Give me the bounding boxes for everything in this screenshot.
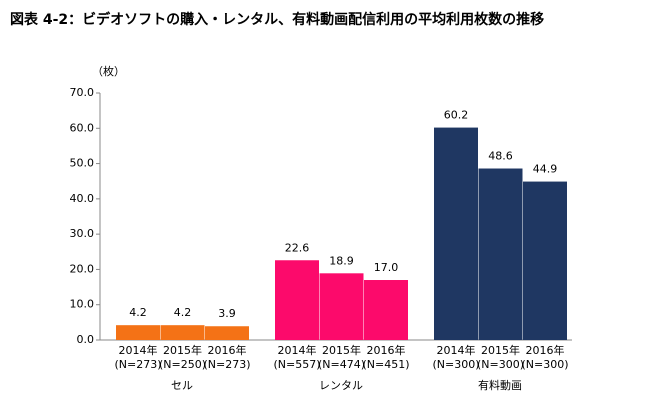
group-label: セル <box>171 379 193 392</box>
y-tick-label: 40.0 <box>70 192 95 205</box>
y-unit: （枚） <box>92 64 125 78</box>
x-tick-label: 2016年 <box>526 343 565 357</box>
bar <box>205 326 249 340</box>
chart-title: 図表 4-2：ビデオソフトの購入・レンタル、有料動画配信利用の平均利用枚数の推移 <box>10 11 544 28</box>
x-tick-label: 2016年 <box>367 343 406 357</box>
y-tick-label: 50.0 <box>70 157 95 170</box>
x-tick-label: (N=451) <box>362 358 409 371</box>
y-tick-label: 70.0 <box>70 86 95 99</box>
x-tick-label: (N=300) <box>521 358 568 371</box>
value-label: 18.9 <box>329 254 354 267</box>
x-tick-label: 2014年 <box>119 343 158 357</box>
y-tick-label: 10.0 <box>70 298 95 311</box>
x-tick-label: 2014年 <box>437 343 476 357</box>
group-label: 有料動画 <box>478 378 522 392</box>
x-tick-label: 2015年 <box>163 343 202 357</box>
x-tick-label: (N=273) <box>203 358 250 371</box>
x-tick-label: 2015年 <box>481 343 520 357</box>
value-label: 60.2 <box>444 109 469 122</box>
x-tick-label: (N=300) <box>477 358 524 371</box>
group-label: レンタル <box>319 379 363 392</box>
x-tick-label: 2015年 <box>322 343 361 357</box>
value-label: 48.6 <box>488 150 513 163</box>
x-tick-label: (N=250) <box>159 358 206 371</box>
x-tick-label: (N=557) <box>273 358 320 371</box>
y-tick-label: 0.0 <box>77 333 95 346</box>
bar <box>160 325 205 340</box>
bar <box>275 260 319 340</box>
x-tick-label: (N=300) <box>432 358 479 371</box>
x-tick-label: 2014年 <box>278 343 317 357</box>
value-label: 22.6 <box>285 241 310 254</box>
value-label: 4.2 <box>129 306 147 319</box>
bar <box>478 168 523 340</box>
x-tick-label: (N=273) <box>114 358 161 371</box>
value-label: 4.2 <box>174 306 192 319</box>
bar <box>116 325 160 340</box>
y-tick-label: 60.0 <box>70 121 95 134</box>
y-tick-label: 20.0 <box>70 262 95 275</box>
bar <box>364 280 408 340</box>
bar <box>434 127 478 340</box>
bar <box>523 181 567 340</box>
value-label: 3.9 <box>218 307 236 320</box>
value-label: 44.9 <box>533 163 558 176</box>
y-tick-label: 30.0 <box>70 227 95 240</box>
value-label: 17.0 <box>374 261 399 274</box>
x-tick-label: 2016年 <box>208 343 247 357</box>
bar <box>319 273 364 340</box>
x-tick-label: (N=474) <box>318 358 365 371</box>
